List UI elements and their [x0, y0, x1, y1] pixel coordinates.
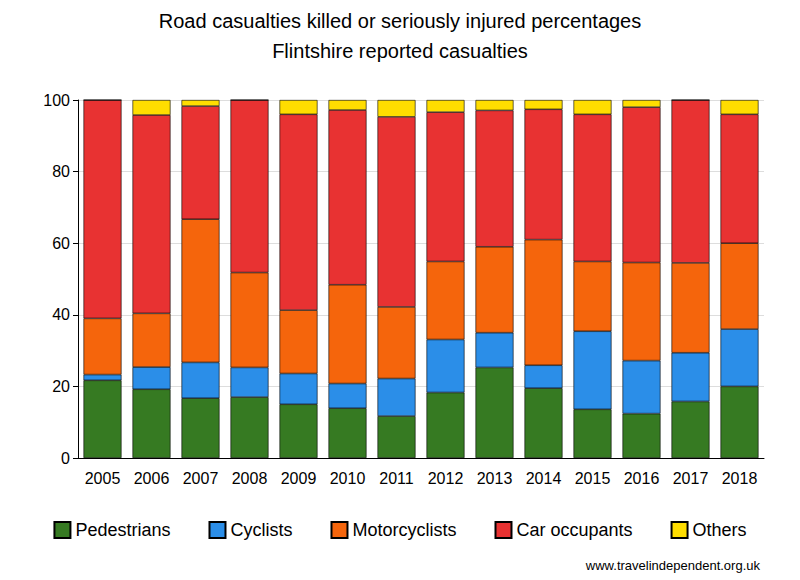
svg-text:2016: 2016	[624, 470, 660, 487]
svg-text:0: 0	[61, 450, 70, 467]
svg-text:80: 80	[52, 163, 70, 180]
svg-text:2013: 2013	[477, 470, 513, 487]
svg-text:2010: 2010	[330, 470, 366, 487]
svg-text:2015: 2015	[575, 470, 611, 487]
svg-text:Others: Others	[693, 520, 747, 540]
svg-text:Cyclists: Cyclists	[230, 520, 292, 540]
svg-text:Road casualties killed or seri: Road casualties killed or seriously inju…	[159, 10, 641, 32]
svg-text:100: 100	[43, 92, 70, 109]
svg-text:Pedestrians: Pedestrians	[75, 520, 170, 540]
svg-text:20: 20	[52, 378, 70, 395]
svg-text:Flintshire reported casualties: Flintshire reported casualties	[272, 40, 528, 62]
svg-text:2011: 2011	[379, 470, 414, 487]
svg-text:2006: 2006	[134, 470, 170, 487]
svg-text:2012: 2012	[428, 470, 464, 487]
svg-text:Car occupants: Car occupants	[516, 520, 632, 540]
svg-text:www.travelindependent.org.uk: www.travelindependent.org.uk	[585, 558, 761, 573]
svg-text:2007: 2007	[183, 470, 219, 487]
svg-text:2017: 2017	[673, 470, 709, 487]
svg-text:40: 40	[52, 306, 70, 323]
svg-text:2008: 2008	[232, 470, 268, 487]
svg-text:Motorcyclists: Motorcyclists	[352, 520, 456, 540]
svg-text:60: 60	[52, 235, 70, 252]
svg-text:2014: 2014	[526, 470, 562, 487]
svg-text:2005: 2005	[85, 470, 121, 487]
svg-text:2009: 2009	[281, 470, 317, 487]
svg-text:2018: 2018	[722, 470, 758, 487]
